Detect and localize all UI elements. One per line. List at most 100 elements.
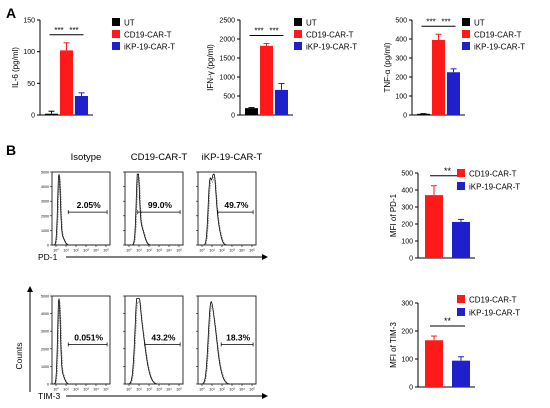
bar [75, 96, 88, 115]
x-tick-label: 10² [146, 249, 152, 253]
significance-stars: *** [54, 26, 63, 35]
y-tick-label: 500 [223, 94, 235, 101]
x-tick-label: 10⁰ [126, 388, 132, 392]
y-tick-label: 300 [395, 56, 407, 63]
significance-stars: *** [254, 27, 263, 36]
y-axis-label: MFI of TIM-3 [389, 322, 398, 368]
y-tick-label: 100 [395, 94, 407, 101]
y-tick-label: 3000 [41, 330, 49, 334]
bar-chart-tnfa: 0 100 200 300 400 500 TNF-α (pg/ml) *** *** UT CD1… [383, 17, 525, 119]
x-tick-label: 10⁴ [239, 388, 245, 392]
panel-label-b: B [6, 142, 16, 158]
x-tick-label: 10¹ [209, 249, 215, 253]
histogram-curve-isotype [52, 176, 111, 246]
x-tick-label: 10⁰ [199, 388, 205, 392]
y-tick-label: 0 [47, 244, 49, 248]
legend-label: iKP-19-CAR-T [469, 183, 520, 192]
significance-stars: *** [441, 17, 450, 26]
y-tick-label: 500 [401, 171, 413, 178]
legend-swatch [457, 182, 465, 190]
x-tick-label: 10⁵ [249, 388, 255, 392]
x-tick-label: 10⁵ [249, 249, 255, 253]
y-tick-label: 200 [401, 329, 413, 336]
x-tick-label: 10⁵ [103, 249, 109, 253]
y-tick-label: 200 [395, 75, 407, 82]
y-tick-label: 2000 [219, 37, 235, 44]
legend-label: CD19-CAR-T [306, 31, 354, 40]
x-tick-label: 10¹ [63, 388, 69, 392]
histogram-curve-isotype [198, 176, 257, 246]
bar [60, 50, 73, 115]
legend-swatch [112, 42, 120, 50]
gate-percentage: 2.05% [77, 200, 102, 210]
y-tick-label: 100 [401, 357, 413, 364]
legend-swatch [462, 18, 470, 26]
legend-label: UT [124, 19, 135, 28]
bar [260, 45, 273, 116]
bar [432, 39, 445, 116]
marker-label: TIM-3 [38, 391, 60, 401]
bar [245, 108, 258, 115]
chart-layer: 0 50 100 150 IL-6 (pg/ml) *** *** UT CD19-CAR-T i… [11, 17, 525, 401]
legend-swatch [294, 30, 302, 38]
x-tick-label: 10⁴ [166, 388, 172, 392]
gate-percentage: 18.3% [226, 332, 251, 342]
bar [45, 113, 58, 115]
legend-label: iKP-19-CAR-T [124, 43, 175, 52]
marker-arrowhead [262, 393, 268, 399]
y-tick-label: 4000 [41, 185, 49, 189]
bar [452, 360, 470, 387]
y-tick-label: 4000 [41, 312, 49, 316]
x-tick-label: 10² [219, 388, 225, 392]
x-tick-label: 10³ [83, 388, 89, 392]
x-tick-label: 10⁴ [93, 388, 99, 392]
legend-swatch [457, 308, 465, 316]
y-tick-label: 0 [409, 256, 413, 263]
y-tick-label: 100 [23, 49, 35, 56]
bar [447, 72, 460, 115]
y-tick-label: 500 [395, 18, 407, 25]
histogram-curve-isotype [52, 301, 111, 385]
x-tick-label: 10³ [156, 388, 162, 392]
y-tick-label: 300 [401, 301, 413, 308]
panel-label-a: A [6, 5, 16, 21]
y-axis-label: IL-6 (pg/ml) [11, 47, 20, 88]
bar-chart-ifng: 0 500 1000 1500 2000 2500 IFN-γ (pg/ml) *** *** U… [206, 18, 357, 120]
histogram-curve-isotype [198, 304, 257, 385]
bar [275, 89, 288, 115]
legend-label: UT [474, 19, 485, 28]
x-tick-label: 10³ [83, 249, 89, 253]
y-tick-label: 50 [27, 81, 35, 88]
significance-stars: *** [269, 27, 278, 36]
flow-column-title: CD19-CAR-T [131, 152, 188, 163]
y-axis-label: IFN-γ (pg/ml) [206, 44, 215, 91]
significance-stars: *** [69, 26, 78, 35]
x-tick-label: 10³ [229, 249, 235, 253]
significance-stars: ** [444, 166, 452, 176]
legend-label: CD19-CAR-T [474, 31, 522, 40]
marker-arrowhead [262, 254, 268, 260]
y-tick-label: 5000 [41, 295, 49, 299]
legend-label: CD19-CAR-T [469, 296, 517, 305]
x-tick-label: 10⁵ [176, 249, 182, 253]
y-tick-label: 0 [403, 113, 407, 120]
counts-label: Counts [14, 343, 24, 370]
x-tick-label: 10² [146, 388, 152, 392]
legend-swatch [112, 30, 120, 38]
x-tick-label: 10³ [156, 249, 162, 253]
x-tick-label: 10¹ [209, 388, 215, 392]
gate-percentage: 0.051% [74, 332, 103, 342]
y-axis-label: MFI of PD-1 [389, 193, 398, 237]
y-tick-label: 0 [409, 385, 413, 392]
x-tick-label: 10⁰ [199, 249, 205, 253]
y-tick-label: 0 [47, 383, 49, 387]
bar-chart-il6: 0 50 100 150 IL-6 (pg/ml) *** *** UT CD19-CAR-T i… [11, 18, 175, 120]
x-tick-label: 10⁴ [166, 249, 172, 253]
legend-label: CD19-CAR-T [469, 170, 517, 179]
y-tick-label: 150 [23, 18, 35, 25]
histogram-curve [198, 301, 256, 385]
legend-swatch [457, 169, 465, 177]
bar [417, 113, 430, 115]
y-tick-label: 300 [401, 205, 413, 212]
